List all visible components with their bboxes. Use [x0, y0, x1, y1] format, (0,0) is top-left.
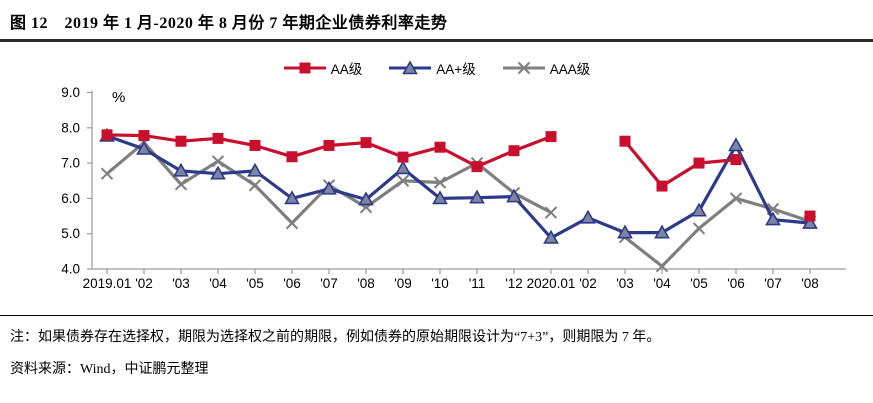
marker-x-AAA级 — [655, 259, 669, 272]
marker-triangle-AA+级 — [691, 202, 707, 217]
marker-square-AA级 — [730, 153, 742, 165]
marker-x-AAA级 — [544, 205, 558, 219]
marker-square-AA级 — [138, 129, 150, 141]
marker-square-AA级 — [323, 139, 335, 151]
legend-item-AAA级: AAA级 — [502, 58, 591, 78]
chart-area: % 4.0 5.0 6.0 7.0 8.0 9.0 2019.01'02'03'04'05'0… — [0, 80, 873, 307]
marker-triangle-AA+级 — [247, 162, 263, 177]
marker-triangle-AA+级 — [728, 136, 744, 151]
marker-triangle-AA+级 — [210, 165, 226, 179]
legend-item-AA级: AA级 — [283, 58, 363, 78]
x-tick-label: 2019.01 — [83, 276, 132, 291]
marker-x-AAA级 — [211, 154, 225, 168]
marker-x-AAA级 — [433, 175, 447, 189]
bond-rate-line-chart: %4.05.06.07.08.09.02019.01'02'03'04'05'0… — [61, 85, 846, 291]
figure-title: 图 12 2019 年 1 月-2020 年 8 月份 7 年期企业债券利率走势 — [10, 15, 448, 32]
x-tick-label: '03 — [616, 276, 634, 291]
marker-triangle-AA+级 — [358, 190, 374, 205]
marker-triangle-AA+级 — [136, 140, 152, 155]
legend-marker-square-icon — [283, 62, 326, 73]
x-tick-label: '07 — [320, 276, 338, 291]
marker-x-AAA级 — [100, 166, 114, 180]
marker-triangle-AA+级 — [432, 189, 448, 204]
marker-triangle-AA+级 — [654, 224, 670, 238]
footnote-rule — [0, 314, 873, 317]
marker-square-AA级 — [471, 160, 483, 172]
marker-triangle-AA+级 — [321, 180, 337, 195]
marker-triangle-AA+级 — [173, 162, 189, 177]
marker-triangle-AA+级 — [765, 210, 781, 225]
legend-label: AA+级 — [436, 61, 476, 77]
footnote-text: 注：如果债券存在选择权，期限为选择权之前的期限，例如债券的原始期限设计为“7+3… — [10, 330, 661, 346]
marker-square-AA级 — [434, 141, 446, 153]
marker-square-AA级 — [619, 135, 631, 147]
x-tick-label: '05 — [246, 276, 264, 291]
y-tick-label: 4.0 — [61, 261, 80, 276]
legend-label: AAA级 — [549, 61, 591, 77]
source-text: 资料来源：Wind，中证鹏元整理 — [10, 362, 209, 378]
x-tick-label: '06 — [727, 276, 745, 291]
x-tick-label: '08 — [357, 276, 375, 291]
legend-item-AA+级: AA+级 — [388, 58, 476, 78]
legend-label: AA级 — [330, 61, 363, 77]
marker-square-AA级 — [656, 180, 668, 192]
marker-x-AAA级 — [285, 216, 299, 229]
title-rule — [0, 39, 873, 42]
marker-square-AA级 — [360, 136, 372, 148]
y-tick-label: 5.0 — [61, 226, 80, 241]
x-tick-label: '02 — [135, 276, 153, 291]
marker-triangle-AA+级 — [543, 229, 559, 244]
marker-x-AAA级 — [729, 191, 743, 205]
y-tick-label: 7.0 — [61, 155, 80, 170]
chart-legend: AA级 AA+级 AAA级 — [0, 58, 873, 78]
marker-triangle-AA+级 — [506, 188, 522, 202]
marker-square-AA级 — [804, 210, 816, 222]
x-tick-label: '11 — [469, 276, 486, 291]
y-tick-label: 9.0 — [61, 85, 80, 100]
legend-marker-x-icon — [502, 61, 545, 74]
x-tick-label: '07 — [764, 276, 782, 291]
marker-x-AAA级 — [174, 177, 188, 190]
marker-square-AA级 — [545, 130, 557, 142]
marker-triangle-AA+级 — [284, 189, 300, 204]
x-tick-label: '05 — [690, 276, 708, 291]
marker-triangle-AA+级 — [580, 209, 596, 224]
y-axis-unit-label: % — [112, 89, 125, 106]
x-tick-label: '09 — [394, 276, 412, 291]
x-tick-label: '10 — [431, 276, 449, 291]
marker-x-AAA级 — [248, 178, 262, 192]
marker-x-AAA级 — [396, 174, 410, 187]
x-tick-label: '04 — [653, 276, 671, 291]
x-tick-label: '03 — [172, 276, 190, 291]
marker-square-AA级 — [101, 128, 113, 140]
marker-square-AA级 — [286, 150, 298, 162]
x-tick-label: '02 — [579, 276, 597, 291]
x-tick-label: '04 — [209, 276, 227, 291]
marker-triangle-AA+级 — [617, 224, 633, 238]
x-tick-label: 2020.01 — [527, 276, 576, 291]
marker-x-AAA级 — [692, 221, 706, 235]
marker-triangle-AA+级 — [469, 189, 485, 203]
y-tick-label: 8.0 — [61, 120, 80, 135]
marker-square-AA级 — [397, 151, 409, 163]
legend-marker-triangle-icon — [389, 59, 432, 74]
y-tick-label: 6.0 — [61, 190, 80, 205]
x-tick-label: '12 — [505, 276, 523, 291]
marker-triangle-AA+级 — [395, 159, 411, 174]
marker-square-AA级 — [212, 132, 224, 144]
x-tick-label: '08 — [801, 276, 819, 291]
x-tick-label: '06 — [283, 276, 301, 291]
marker-square-AA级 — [175, 135, 187, 147]
marker-square-AA级 — [249, 139, 261, 151]
marker-square-AA级 — [693, 157, 705, 169]
marker-triangle-AA+级 — [802, 214, 818, 229]
marker-square-AA级 — [508, 144, 520, 156]
